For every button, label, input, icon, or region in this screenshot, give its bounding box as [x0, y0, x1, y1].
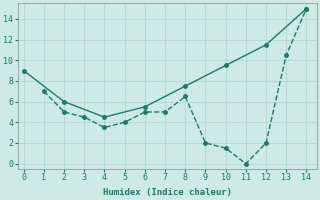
X-axis label: Humidex (Indice chaleur): Humidex (Indice chaleur) [103, 188, 232, 197]
